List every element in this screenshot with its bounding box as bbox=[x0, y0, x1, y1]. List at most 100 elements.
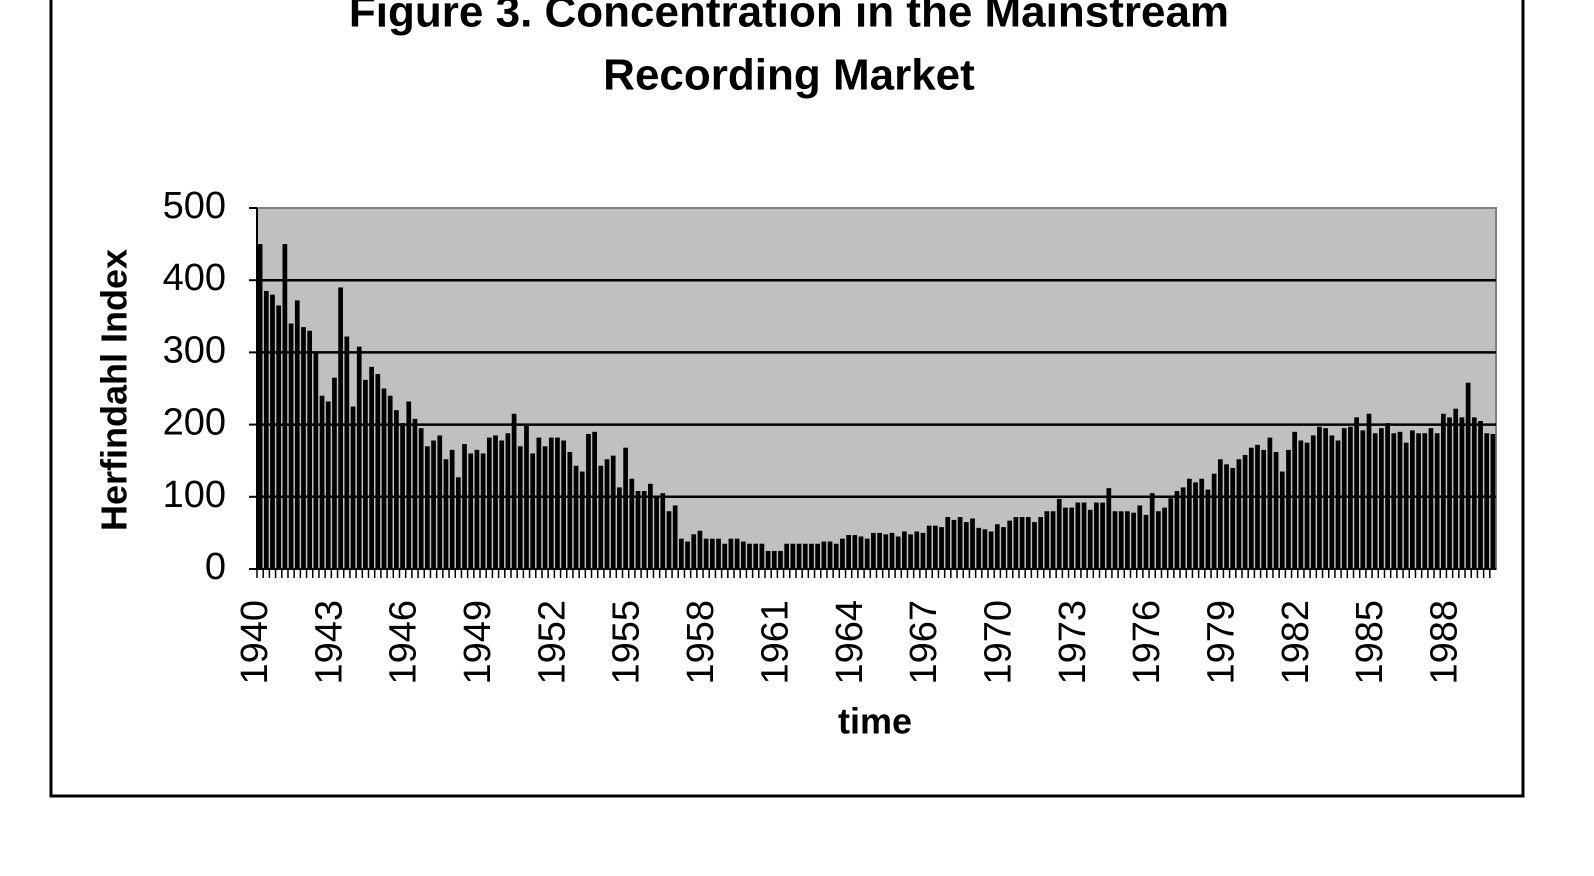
bar bbox=[1366, 413, 1372, 569]
bar bbox=[877, 532, 882, 569]
x-tick-label: 1955 bbox=[606, 600, 648, 685]
bar bbox=[691, 534, 697, 569]
bar bbox=[654, 496, 659, 569]
bar bbox=[641, 491, 647, 569]
bar bbox=[926, 525, 932, 569]
bar bbox=[1186, 478, 1192, 569]
bar bbox=[1112, 511, 1118, 569]
bar bbox=[1230, 467, 1236, 569]
bar bbox=[734, 538, 740, 569]
bar bbox=[480, 453, 486, 569]
bar bbox=[307, 330, 313, 569]
bar bbox=[325, 401, 331, 569]
bar bbox=[908, 534, 913, 569]
bar bbox=[1453, 408, 1459, 569]
bar bbox=[592, 431, 597, 569]
bar bbox=[1403, 442, 1409, 569]
bar bbox=[555, 437, 560, 569]
bar bbox=[852, 535, 858, 569]
y-tick-label: 300 bbox=[163, 329, 226, 371]
bar bbox=[1329, 435, 1335, 569]
bar bbox=[1248, 447, 1254, 569]
bar bbox=[902, 531, 907, 569]
bar bbox=[1174, 491, 1180, 569]
bar bbox=[914, 531, 920, 569]
bar bbox=[672, 505, 678, 569]
y-tick-label: 200 bbox=[163, 402, 226, 444]
bar bbox=[1149, 493, 1155, 569]
bar bbox=[1100, 502, 1105, 569]
bar bbox=[288, 323, 294, 569]
bar bbox=[1360, 430, 1366, 569]
bar bbox=[666, 511, 672, 569]
bar bbox=[1428, 428, 1434, 569]
bar bbox=[418, 428, 424, 569]
bar bbox=[1087, 509, 1093, 569]
bar bbox=[815, 543, 821, 569]
x-tick-label: 1982 bbox=[1275, 600, 1317, 685]
y-tick-label: 0 bbox=[205, 546, 226, 588]
bar bbox=[1279, 471, 1285, 569]
bar bbox=[1440, 413, 1446, 569]
plot-area bbox=[256, 207, 1497, 570]
bar bbox=[363, 379, 368, 569]
bar bbox=[1056, 498, 1062, 569]
bar bbox=[1199, 478, 1205, 569]
bar bbox=[1025, 517, 1031, 569]
bar bbox=[1335, 440, 1341, 569]
y-axis-title: Herfindahl Index bbox=[94, 249, 135, 531]
bar bbox=[889, 532, 895, 569]
bar bbox=[988, 531, 994, 569]
x-tick-label: 1946 bbox=[383, 600, 425, 685]
bar bbox=[660, 493, 666, 569]
bar bbox=[1075, 502, 1081, 569]
bar bbox=[294, 300, 300, 569]
y-tick-label: 500 bbox=[163, 185, 226, 227]
bar bbox=[263, 291, 269, 569]
bar bbox=[778, 550, 783, 569]
bar bbox=[1459, 417, 1465, 569]
bar bbox=[1013, 517, 1019, 569]
bar bbox=[1267, 437, 1273, 569]
bar bbox=[412, 418, 418, 569]
bar bbox=[1063, 507, 1068, 569]
bar bbox=[982, 529, 988, 569]
bar bbox=[1217, 459, 1223, 569]
bar bbox=[1286, 449, 1291, 569]
bar bbox=[871, 532, 876, 569]
bar bbox=[1224, 464, 1229, 569]
bar bbox=[685, 541, 690, 569]
bar bbox=[796, 543, 802, 569]
bar bbox=[369, 366, 374, 569]
bar bbox=[1292, 431, 1298, 569]
bar bbox=[468, 453, 474, 569]
bar bbox=[945, 517, 951, 569]
x-tick-label: 1952 bbox=[531, 600, 573, 685]
bar bbox=[1143, 514, 1149, 569]
bar bbox=[474, 449, 480, 569]
bar bbox=[951, 519, 957, 569]
x-tick-label: 1973 bbox=[1052, 600, 1094, 685]
bar bbox=[771, 550, 777, 569]
bar bbox=[313, 352, 319, 569]
bar bbox=[1156, 511, 1161, 569]
x-tick-label: 1964 bbox=[829, 600, 871, 685]
bar bbox=[1478, 420, 1483, 569]
bar bbox=[301, 327, 306, 569]
bar bbox=[976, 527, 982, 569]
bar bbox=[356, 346, 362, 569]
bar bbox=[1211, 473, 1217, 569]
x-axis-title: time bbox=[838, 701, 912, 742]
bar bbox=[1416, 433, 1421, 569]
bar bbox=[586, 433, 591, 569]
bar bbox=[270, 294, 275, 569]
bar bbox=[895, 536, 901, 569]
bar bbox=[449, 449, 455, 569]
x-tick-label: 1967 bbox=[903, 600, 945, 685]
bar bbox=[1001, 527, 1006, 569]
bar bbox=[1069, 507, 1074, 569]
bar bbox=[1410, 430, 1415, 569]
bar bbox=[282, 244, 288, 569]
bar bbox=[1081, 502, 1087, 569]
